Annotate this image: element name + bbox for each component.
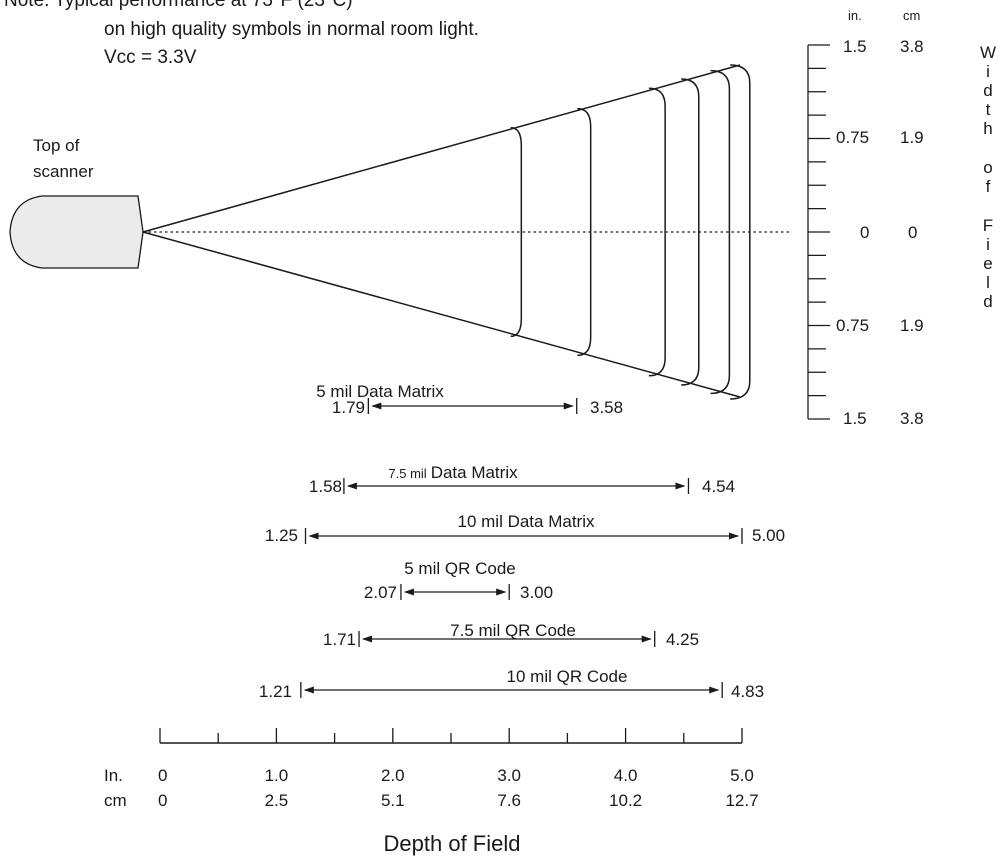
cone-arc-2 bbox=[577, 107, 592, 357]
width-label-in-lower: 0.75 bbox=[836, 316, 869, 335]
cone-lower-edge bbox=[142, 231, 741, 398]
width-label-in-upper: 0.75 bbox=[836, 128, 869, 147]
note-line-3: Vcc = 3.3V bbox=[104, 47, 197, 68]
symbol-ranges: 5 mil Data Matrix 7.5 mil Data Matrix 10 … bbox=[259, 382, 785, 701]
width-label-cm-zero: 0 bbox=[908, 223, 917, 242]
depth-of-field-title: Depth of Field bbox=[384, 831, 521, 856]
cone-arc-1 bbox=[510, 126, 523, 338]
depth-label-cm: 7.6 bbox=[497, 791, 521, 810]
range-near-dm-10: 1.25 bbox=[265, 526, 298, 545]
width-title-letter: e bbox=[983, 254, 992, 273]
depth-label-in: 0 bbox=[158, 766, 167, 785]
scanner-head-shape bbox=[9, 195, 144, 269]
width-label-in-bottom: 1.5 bbox=[843, 409, 867, 428]
depth-label-cm: 5.1 bbox=[381, 791, 405, 810]
depth-unit-cm: cm bbox=[104, 791, 127, 810]
range-left-arrowhead bbox=[403, 588, 414, 596]
range-right-arrowhead bbox=[563, 402, 574, 410]
range-near-qr-10: 1.21 bbox=[259, 682, 292, 701]
range-bar bbox=[300, 682, 723, 698]
range-right-arrowhead bbox=[709, 686, 720, 694]
range-near-dm-5: 1.79 bbox=[332, 398, 365, 417]
range-right-arrowhead bbox=[641, 635, 652, 643]
scanner-label-line-2: scanner bbox=[33, 162, 94, 181]
range-name-qr-10: 10 mil QR Code bbox=[507, 667, 628, 686]
width-title-letter: d bbox=[983, 81, 992, 100]
range-bar bbox=[400, 584, 510, 600]
range-bar bbox=[343, 478, 690, 494]
range-bar bbox=[358, 631, 656, 647]
depth-label-cm: 12.7 bbox=[725, 791, 758, 810]
range-left-arrowhead bbox=[362, 635, 373, 643]
width-label-cm-upper: 1.9 bbox=[900, 128, 924, 147]
note-line-2: on high quality symbols in normal room l… bbox=[104, 19, 479, 40]
range-far-dm-7-5: 4.54 bbox=[702, 477, 735, 496]
depth-label-in: 2.0 bbox=[381, 766, 405, 785]
range-left-arrowhead bbox=[346, 482, 357, 490]
cone-arc-5 bbox=[710, 69, 731, 395]
range-near-qr-5: 2.07 bbox=[364, 583, 397, 602]
depth-label-in: 4.0 bbox=[614, 766, 638, 785]
width-title-letter: t bbox=[986, 100, 991, 119]
width-title-letter: i bbox=[986, 62, 990, 81]
scanner-label-line-1: Top of bbox=[33, 136, 80, 155]
range-near-dm-7-5: 1.58 bbox=[309, 477, 342, 496]
range-bar bbox=[367, 398, 578, 414]
width-title-letter: h bbox=[983, 119, 992, 138]
width-title-letter: i bbox=[986, 235, 990, 254]
depth-unit-in: In. bbox=[104, 766, 123, 785]
cone-arc-3 bbox=[648, 87, 666, 377]
depth-label-cm: 2.5 bbox=[265, 791, 289, 810]
depth-label-in: 5.0 bbox=[730, 766, 754, 785]
depth-label-cm: 10.2 bbox=[609, 791, 642, 810]
range-name-dm-10: 10 mil Data Matrix bbox=[458, 512, 595, 531]
width-label-cm-bottom: 3.8 bbox=[900, 409, 924, 428]
width-title-letter: F bbox=[983, 216, 993, 235]
cone-arc-6 bbox=[730, 64, 751, 400]
width-ruler-ticks bbox=[808, 44, 830, 420]
range-right-arrowhead bbox=[729, 532, 739, 540]
width-unit-cm: cm bbox=[903, 8, 920, 23]
range-name-dm-7-5-size: 7.5 mil bbox=[388, 466, 426, 481]
width-label-in-top: 1.5 bbox=[843, 37, 867, 56]
width-unit-in: in. bbox=[848, 8, 862, 23]
range-name-dm-7-5-type: Data Matrix bbox=[431, 463, 518, 482]
width-title-letter: o bbox=[983, 158, 992, 177]
range-left-arrowhead bbox=[303, 686, 314, 694]
width-label-in-zero: 0 bbox=[860, 223, 869, 242]
range-far-qr-5: 3.00 bbox=[520, 583, 553, 602]
depth-label-in: 1.0 bbox=[265, 766, 289, 785]
range-far-dm-5: 3.58 bbox=[590, 398, 623, 417]
range-bar bbox=[304, 528, 743, 544]
width-title-letter: l bbox=[986, 273, 990, 292]
range-far-qr-7-5: 4.25 bbox=[666, 630, 699, 649]
note-line-1: Note: Typical performance at 73°F (23°C) bbox=[4, 0, 353, 11]
range-left-arrowhead bbox=[371, 402, 382, 410]
cone-upper-edge bbox=[142, 64, 741, 233]
field-width-arcs bbox=[510, 64, 751, 400]
range-name-dm-5: 5 mil Data Matrix bbox=[316, 382, 444, 401]
range-near-qr-7-5: 1.71 bbox=[323, 630, 356, 649]
depth-label-in: 3.0 bbox=[497, 766, 521, 785]
width-label-cm-top: 3.8 bbox=[900, 37, 924, 56]
range-name-qr-7-5: 7.5 mil QR Code bbox=[450, 621, 576, 640]
range-name-qr-5: 5 mil QR Code bbox=[404, 559, 515, 578]
width-title-letter: d bbox=[983, 292, 992, 311]
width-title-letter: f bbox=[986, 177, 991, 196]
range-right-arrowhead bbox=[496, 588, 507, 596]
range-right-arrowhead bbox=[675, 482, 686, 490]
range-far-qr-10: 4.83 bbox=[731, 682, 764, 701]
range-far-dm-10: 5.00 bbox=[752, 526, 785, 545]
width-label-cm-lower: 1.9 bbox=[900, 316, 924, 335]
cone-arc-4 bbox=[681, 78, 700, 386]
depth-axis-labels: 0 0 1.0 2.5 2.0 5.1 3.0 7.6 4.0 10.2 5.0 12.7 bbox=[158, 766, 759, 810]
depth-label-cm: 0 bbox=[158, 791, 167, 810]
depth-axis-ticks bbox=[159, 728, 743, 743]
range-left-arrowhead bbox=[308, 532, 319, 540]
width-title-letter: W bbox=[980, 43, 996, 62]
range-name-dm-7-5: 7.5 mil Data Matrix bbox=[388, 463, 518, 482]
